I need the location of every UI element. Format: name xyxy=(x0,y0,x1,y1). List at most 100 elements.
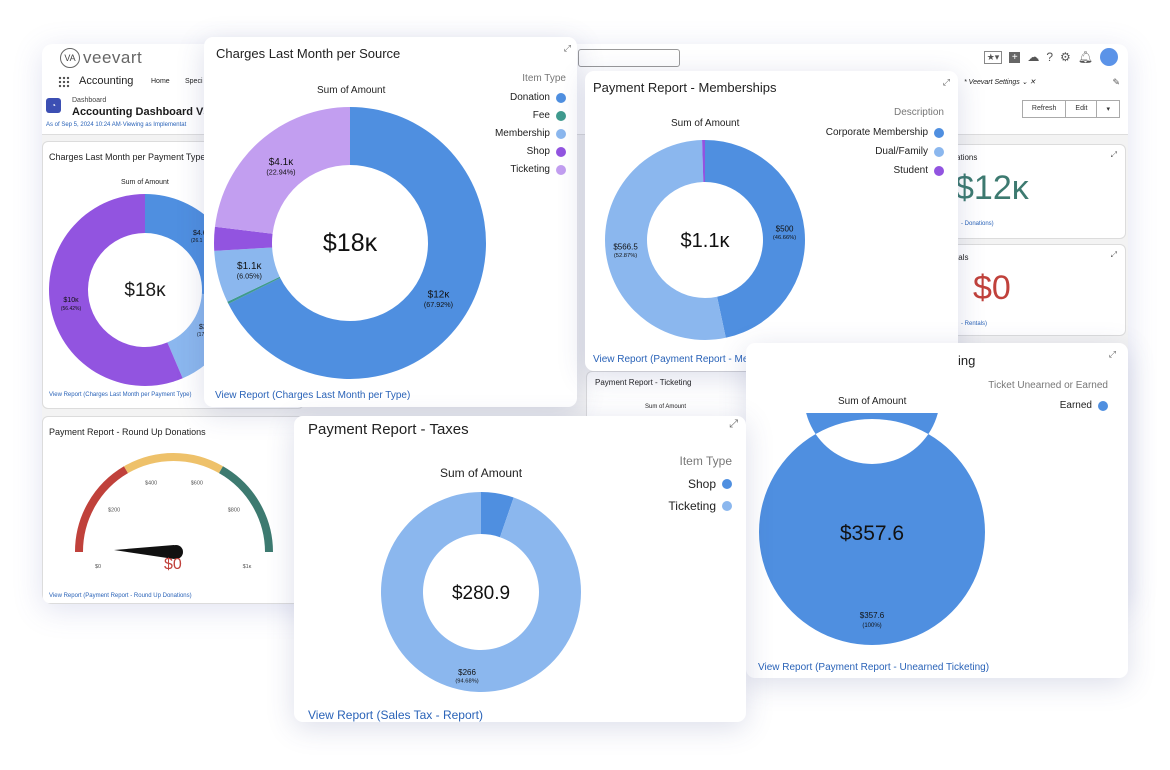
donut-slice[interactable] xyxy=(49,194,183,386)
legend-item-ticketing[interactable]: Ticketing xyxy=(510,164,566,175)
legend-item-dual-family[interactable]: Dual/Family xyxy=(875,146,944,157)
card-title: tals xyxy=(956,253,969,262)
veevart-logo[interactable]: VA veevart xyxy=(60,48,142,68)
donut-slice-shop[interactable] xyxy=(481,492,514,538)
bell-icon[interactable]: 🔔︎ xyxy=(1077,50,1093,64)
donut-slice-ticketing[interactable] xyxy=(380,492,581,692)
donut-slice-membership[interactable] xyxy=(214,247,280,302)
legend-item-donation[interactable]: Donation xyxy=(510,92,566,103)
rentals-value: $0 xyxy=(973,269,1011,307)
close-icon[interactable]: ✕ xyxy=(1029,79,1036,86)
legend-title: Ticket Unearned or Earned xyxy=(988,380,1108,391)
donut-slice-ticketing[interactable] xyxy=(214,107,350,234)
donut-slice-student[interactable] xyxy=(702,140,705,183)
legend-label: Membership xyxy=(494,128,550,139)
expand-icon[interactable]: ⤢ xyxy=(729,418,738,430)
global-search-input[interactable] xyxy=(578,49,680,67)
logo-text: veevart xyxy=(83,48,143,67)
view-report-link[interactable]: View Report (Payment Report - Round Up D… xyxy=(49,593,192,599)
legend-label: Earned xyxy=(1059,400,1092,411)
legend-swatch xyxy=(722,479,732,489)
card-title: ations xyxy=(956,153,978,162)
legend-label: Ticketing xyxy=(510,164,550,175)
chevron-down-icon[interactable]: ⌄ xyxy=(1021,79,1028,86)
donut-slice-dual-family[interactable] xyxy=(604,140,726,340)
view-report-link[interactable]: - Rentals) xyxy=(961,321,988,327)
favorites-star-icon[interactable]: ★▾ xyxy=(983,50,1003,64)
slice-pct-label: (100%) xyxy=(862,623,881,629)
donut-slice-donation[interactable] xyxy=(228,107,486,379)
memberships-card: Payment Report - Memberships ⤢ Sum of Am… xyxy=(585,71,958,371)
view-report-link[interactable]: View Report (Sales Tax - Report) xyxy=(308,708,483,722)
slice-value-label: $357.6 xyxy=(860,611,885,620)
donut-slice-corporate-membership[interactable] xyxy=(705,140,805,338)
legend-item-shop[interactable]: Shop xyxy=(688,477,732,491)
user-avatar[interactable] xyxy=(1100,48,1118,66)
nav-tab-veevart-settings[interactable]: * Veevart Settings ⌄ ✕ xyxy=(964,78,1035,86)
view-report-link[interactable]: - Donations) xyxy=(961,221,994,227)
legend-item-student[interactable]: Student xyxy=(894,165,944,176)
taxes-card: Payment Report - Taxes ⤢ Sum of Amount I… xyxy=(294,416,746,722)
slice-label: $4.6 xyxy=(193,230,207,237)
view-report-link[interactable]: View Report (Charges Last Month per Paym… xyxy=(49,392,192,398)
slice-label: $3 xyxy=(199,324,207,331)
legend-label: Student xyxy=(893,165,928,176)
legend-swatch xyxy=(934,146,944,157)
expand-icon[interactable]: ⤢ xyxy=(1110,150,1117,159)
add-icon[interactable]: + xyxy=(1009,51,1021,63)
legend: Shop Ticketing xyxy=(668,477,732,521)
source-donut: $18ĸ $12ĸ(67.92%) $1.1ĸ(6.05%) $4.1ĸ(22.94… xyxy=(214,107,486,379)
donut-center-label: $18ĸ xyxy=(323,229,378,257)
legend-swatch xyxy=(556,110,566,121)
view-report-link[interactable]: View Report (Payment Report - Unearned T… xyxy=(758,662,990,673)
pencil-icon[interactable]: ✎ xyxy=(1112,77,1120,87)
unearned-donut: $357.6 $357.6 (100%) xyxy=(759,413,985,645)
memberships-donut: $1.1ĸ $500(46.66%) $566.5(52.87%) xyxy=(604,140,805,340)
gauge-tick-label: $0 xyxy=(95,564,101,570)
legend-label: Dual/Family xyxy=(875,146,928,157)
setup-cloud-icon[interactable]: ☁ xyxy=(1027,50,1040,64)
legend-label: Corporate Membership xyxy=(825,127,928,138)
legend-label: Ticketing xyxy=(668,499,716,513)
legend-swatch xyxy=(556,146,566,157)
unearned-ticketing-card: ing ⤢ Ticket Unearned or Earned Earned S… xyxy=(746,343,1128,678)
donations-metric-card: ations ⤢ $12ĸ - Donations) xyxy=(940,144,1126,239)
donut-slice-fee[interactable] xyxy=(227,276,281,304)
legend-item-membership[interactable]: Membership xyxy=(495,128,566,139)
app-launcher-icon[interactable] xyxy=(58,76,70,88)
donut-slice-earned[interactable] xyxy=(759,413,985,645)
legend-item-ticketing[interactable]: Ticketing xyxy=(668,499,732,513)
edit-button[interactable]: Edit xyxy=(1066,100,1098,118)
legend-item-earned[interactable]: Earned xyxy=(1060,400,1108,411)
slice-pct-label: (26.1 xyxy=(191,238,203,244)
expand-icon[interactable]: ⤢ xyxy=(1108,349,1116,359)
legend-swatch xyxy=(556,92,566,103)
dashboard-title: Accounting Dashboard V5 xyxy=(72,106,210,118)
help-icon[interactable]: ? xyxy=(1046,50,1053,64)
sum-label: Sum of Amount xyxy=(121,179,169,186)
expand-icon[interactable]: ⤢ xyxy=(563,43,571,53)
gear-icon[interactable]: ⚙ xyxy=(1060,50,1071,64)
refresh-button[interactable]: Refresh xyxy=(1021,100,1067,118)
donations-value: $12ĸ xyxy=(955,169,1029,207)
slice-value-label: $4.1ĸ xyxy=(269,157,294,168)
card-title: Payment Report - Taxes xyxy=(308,421,469,438)
expand-icon[interactable]: ⤢ xyxy=(942,77,950,87)
legend-item-shop[interactable]: Shop xyxy=(527,146,566,157)
view-report-link[interactable]: View Report (Charges Last Month per Type… xyxy=(215,390,411,401)
legend-item-fee[interactable]: Fee xyxy=(533,110,566,121)
logo-mark: VA xyxy=(60,48,80,68)
more-actions-button[interactable]: ▾ xyxy=(1097,100,1120,118)
legend-title: Description xyxy=(893,107,944,118)
view-report-link[interactable]: View Report (Payment Report - Membership… xyxy=(593,354,798,365)
nav-item-home[interactable]: Home xyxy=(151,78,170,85)
expand-icon[interactable]: ⤢ xyxy=(1110,250,1117,259)
card-title: Charges Last Month per Payment Type xyxy=(49,152,206,162)
donut-slice-shop[interactable] xyxy=(214,226,273,251)
donut-center-label: $18ĸ xyxy=(124,280,166,301)
legend-label: Shop xyxy=(687,477,716,491)
nav-item-spec[interactable]: Speci xyxy=(185,78,203,85)
legend-item-corporate-membership[interactable]: Corporate Membership xyxy=(826,127,944,138)
slice-value-label: $566.5 xyxy=(613,243,638,252)
gauge-band-high xyxy=(218,466,273,553)
